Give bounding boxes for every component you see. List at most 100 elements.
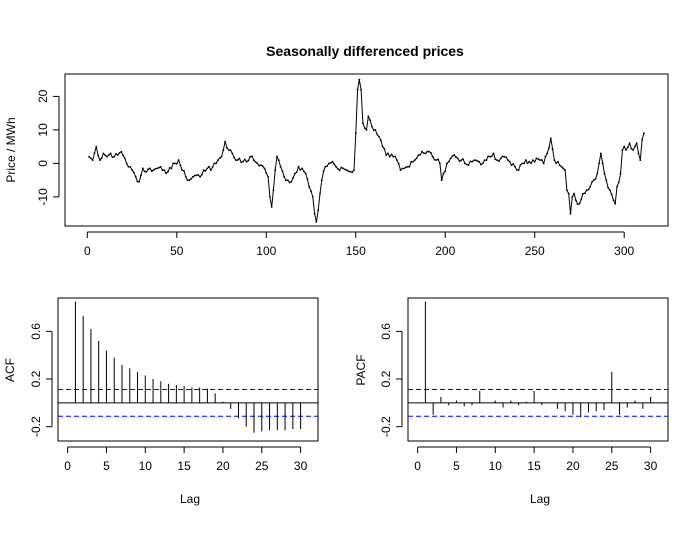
price-point	[335, 165, 337, 168]
acf-x-tick-label: 20	[216, 459, 230, 473]
price-point	[609, 189, 611, 192]
price-point	[612, 199, 615, 202]
price-point	[124, 157, 126, 160]
price-point	[439, 162, 441, 165]
pacf-bars	[424, 301, 652, 418]
price-point	[247, 159, 250, 162]
price-point	[91, 159, 94, 162]
price-point	[231, 152, 234, 155]
price-point	[422, 152, 425, 155]
pacf-y-axis: -0.2 0.2 0.6	[379, 323, 403, 437]
price-point	[492, 152, 495, 155]
price-y-tick-label: -10	[36, 188, 50, 206]
price-point	[290, 180, 293, 183]
price-point	[533, 160, 536, 163]
price-point	[431, 155, 434, 158]
price-point	[220, 155, 223, 158]
price-point	[213, 162, 216, 165]
price-point	[279, 165, 282, 168]
price-point	[576, 203, 579, 206]
price-point	[519, 164, 522, 166]
price-point	[426, 150, 429, 153]
price-point	[405, 166, 407, 169]
price-x-tick-label: 300	[614, 244, 634, 258]
price-point	[190, 178, 193, 180]
price-point	[331, 160, 334, 163]
price-point	[235, 159, 237, 162]
price-point	[315, 221, 318, 223]
acf-confidence-bands	[58, 389, 318, 417]
pacf-y-label: PACF	[354, 354, 368, 385]
price-point	[560, 165, 563, 168]
price-point	[281, 170, 284, 172]
price-point	[641, 139, 643, 141]
price-point	[333, 163, 336, 166]
price-point	[548, 146, 550, 149]
price-x-tick-label: 200	[435, 244, 455, 258]
price-point	[469, 160, 472, 163]
pacf-y-tick-label: -0.2	[379, 416, 393, 437]
price-point	[573, 192, 575, 195]
price-point	[277, 159, 280, 162]
price-point	[243, 158, 246, 161]
price-point	[489, 155, 491, 158]
price-point	[369, 119, 371, 122]
acf-bars	[74, 301, 302, 433]
price-point	[136, 180, 139, 183]
price-point	[337, 167, 339, 170]
price-x-tick-label: 250	[525, 244, 545, 258]
acf-y-axis: -0.2 0.2 0.6	[29, 323, 53, 437]
price-point	[313, 212, 316, 215]
price-point	[433, 158, 436, 161]
price-point	[303, 170, 305, 173]
price-point	[256, 162, 259, 165]
price-point	[473, 159, 475, 162]
price-point	[508, 160, 511, 163]
price-point	[510, 164, 513, 167]
price-point	[507, 159, 509, 162]
price-point	[437, 158, 439, 161]
price-point	[487, 155, 490, 158]
price-point	[460, 159, 463, 162]
price-point	[356, 88, 359, 91]
price-point	[530, 162, 532, 165]
price-point	[301, 167, 303, 170]
price-point	[186, 179, 189, 182]
acf-x-tick-label: 25	[255, 459, 269, 473]
price-point	[192, 175, 194, 178]
price-point	[147, 168, 150, 171]
acf-x-axis: 0 5 10 15 20 25 30	[64, 446, 308, 473]
price-point	[276, 155, 278, 158]
acf-chart: 0 5 10 15 20 25 30 -0.2 0.2 0.6 Lag ACF	[3, 297, 319, 506]
price-point	[218, 157, 221, 160]
price-point	[149, 167, 151, 170]
price-point	[413, 159, 416, 162]
pacf-x-tick-label: 5	[453, 459, 460, 473]
price-point	[374, 129, 377, 131]
price-point	[292, 177, 294, 179]
acf-x-tick-label: 10	[139, 459, 153, 473]
price-point	[415, 157, 418, 160]
price-point	[113, 155, 116, 158]
price-point	[260, 164, 262, 167]
price-point	[632, 149, 634, 151]
price-point	[174, 162, 176, 165]
price-point	[592, 179, 595, 182]
price-point	[541, 159, 543, 161]
price-point	[458, 160, 461, 163]
price-point	[424, 152, 427, 155]
price-point	[635, 142, 638, 145]
price-point	[591, 181, 593, 183]
price-point	[93, 152, 96, 154]
price-point	[483, 159, 486, 162]
price-point	[587, 188, 590, 191]
price-point	[610, 193, 613, 196]
price-point	[324, 165, 327, 168]
price-point	[408, 165, 411, 168]
price-point	[619, 172, 622, 175]
price-point	[104, 154, 107, 157]
price-point	[440, 179, 443, 182]
price-point	[161, 169, 164, 172]
acf-x-tick-label: 5	[103, 459, 110, 473]
price-point	[387, 152, 389, 155]
